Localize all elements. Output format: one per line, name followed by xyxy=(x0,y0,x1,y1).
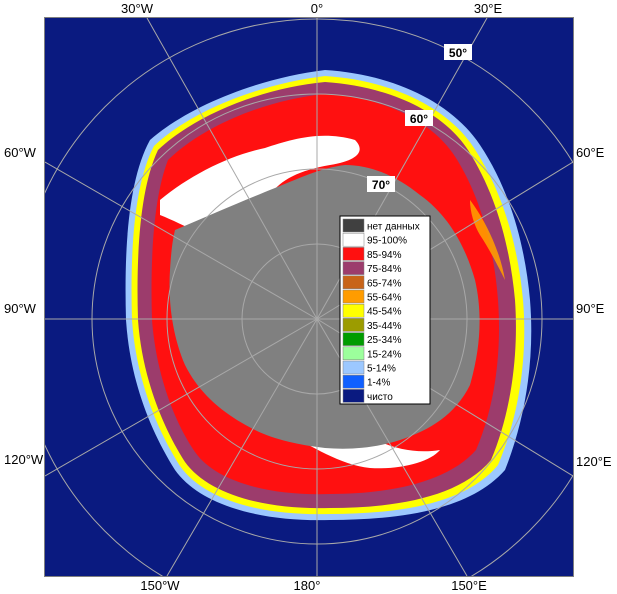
legend-swatch xyxy=(342,374,365,389)
legend-label: нет данных xyxy=(367,222,420,233)
legend-label: 55-64% xyxy=(367,293,402,304)
legend-swatch xyxy=(342,360,365,375)
lon-label-bottom-180: 180° xyxy=(294,578,321,593)
legend-label: 1-4% xyxy=(367,378,390,389)
legend-swatch xyxy=(342,332,365,346)
legend-swatch xyxy=(342,261,365,275)
lat-label-60: 60° xyxy=(405,110,433,126)
lon-label-left-120w: 120°W xyxy=(4,452,44,467)
legend-swatch xyxy=(342,289,365,304)
legend-swatch xyxy=(342,247,365,261)
svg-text:60°: 60° xyxy=(410,112,428,126)
lon-label-right-60e: 60°E xyxy=(576,145,605,160)
legend-label: 35-44% xyxy=(367,321,402,332)
lon-label-left-90w: 90°W xyxy=(4,301,37,316)
legend-label: чисто xyxy=(367,392,393,403)
legend-swatch xyxy=(342,303,365,318)
legend-label: 25-34% xyxy=(367,335,402,346)
legend-swatch xyxy=(342,232,365,247)
legend-label: 95-100% xyxy=(367,236,407,247)
legend-label: 85-94% xyxy=(367,250,402,261)
legend-label: 5-14% xyxy=(367,364,396,375)
lon-label-top-0: 0° xyxy=(311,1,323,16)
lon-label-left-60w: 60°W xyxy=(4,145,37,160)
lon-label-top-30e: 30°E xyxy=(474,1,503,16)
legend-label: 15-24% xyxy=(367,349,402,360)
legend-swatch xyxy=(342,389,365,403)
lon-label-bottom-150e: 150°E xyxy=(451,578,487,593)
lon-label-right-90e: 90°E xyxy=(576,301,605,316)
legend-swatch xyxy=(342,275,365,290)
legend: нет данных 95-100% 85-94% 75-84% 65-74% 55-64… xyxy=(339,215,431,405)
legend-swatch xyxy=(342,346,365,361)
legend-label: 75-84% xyxy=(367,264,402,275)
legend-label: 45-54% xyxy=(367,307,402,318)
lon-label-right-120e: 120°E xyxy=(576,454,612,469)
lat-label-70: 70° xyxy=(367,176,395,192)
legend-label: 65-74% xyxy=(367,278,402,289)
svg-text:50°: 50° xyxy=(449,46,467,60)
svg-text:70°: 70° xyxy=(372,178,390,192)
legend-swatch xyxy=(342,318,365,332)
lat-label-50: 50° xyxy=(444,44,472,60)
lon-label-bottom-150w: 150°W xyxy=(140,578,180,593)
legend-swatch xyxy=(342,218,365,233)
lon-label-top-30w: 30°W xyxy=(121,1,154,16)
